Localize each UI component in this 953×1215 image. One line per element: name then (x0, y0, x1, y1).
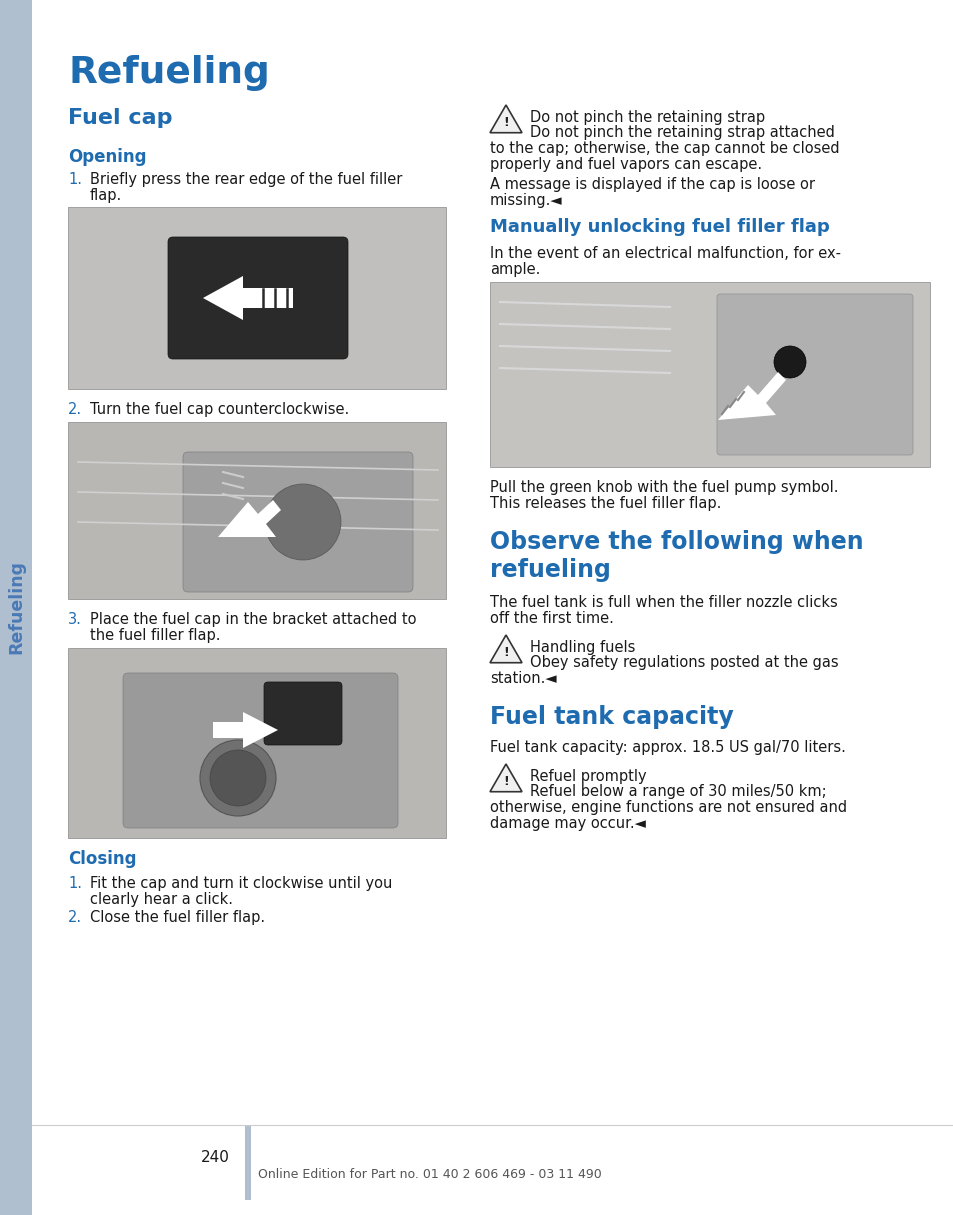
Text: Observe the following when: Observe the following when (490, 530, 862, 554)
Text: Online Edition for Part no. 01 40 2 606 469 - 03 11 490: Online Edition for Part no. 01 40 2 606 … (257, 1169, 601, 1181)
Text: Fuel cap: Fuel cap (68, 108, 172, 128)
Polygon shape (490, 764, 521, 792)
Polygon shape (490, 104, 521, 132)
Bar (68, 648, 446, 838)
Circle shape (200, 740, 275, 816)
Text: Turn the fuel cap counterclockwise.: Turn the fuel cap counterclockwise. (90, 402, 349, 417)
Text: 2.: 2. (68, 402, 82, 417)
Text: Fit the cap and turn it clockwise until you: Fit the cap and turn it clockwise until … (90, 876, 392, 891)
Text: !: ! (502, 117, 508, 129)
Polygon shape (213, 712, 277, 748)
Text: missing.◄: missing.◄ (490, 193, 562, 208)
Text: The fuel tank is full when the filler nozzle clicks: The fuel tank is full when the filler no… (490, 595, 837, 610)
Text: A message is displayed if the cap is loose or: A message is displayed if the cap is loo… (490, 177, 814, 192)
Text: station.◄: station.◄ (490, 671, 556, 686)
Text: 240: 240 (201, 1149, 230, 1164)
Bar (68, 207, 446, 389)
Text: refueling: refueling (490, 558, 610, 582)
Polygon shape (490, 635, 521, 662)
Text: Fuel tank capacity: Fuel tank capacity (490, 705, 733, 729)
FancyBboxPatch shape (123, 673, 397, 827)
Text: Obey safety regulations posted at the gas: Obey safety regulations posted at the ga… (530, 655, 838, 669)
Text: Refueling: Refueling (7, 560, 25, 655)
Text: Opening: Opening (68, 148, 147, 166)
Text: Refuel below a range of 30 miles/50 km;: Refuel below a range of 30 miles/50 km; (530, 784, 825, 799)
Text: 1.: 1. (68, 173, 82, 187)
Text: Close the fuel filler flap.: Close the fuel filler flap. (90, 910, 265, 925)
Text: ample.: ample. (490, 262, 539, 277)
Text: otherwise, engine functions are not ensured and: otherwise, engine functions are not ensu… (490, 799, 846, 815)
Text: !: ! (502, 775, 508, 789)
Text: Refuel promptly: Refuel promptly (530, 769, 646, 784)
Text: This releases the fuel filler flap.: This releases the fuel filler flap. (490, 496, 720, 512)
Text: Place the fuel cap in the bracket attached to: Place the fuel cap in the bracket attach… (90, 612, 416, 627)
Text: Refueling: Refueling (68, 55, 270, 91)
Circle shape (265, 484, 340, 560)
Text: properly and fuel vapors can escape.: properly and fuel vapors can escape. (490, 157, 761, 173)
Text: Do not pinch the retaining strap: Do not pinch the retaining strap (530, 111, 764, 125)
Circle shape (773, 346, 805, 378)
Text: Pull the green knob with the fuel pump symbol.: Pull the green knob with the fuel pump s… (490, 480, 838, 495)
Polygon shape (203, 276, 293, 320)
Polygon shape (718, 372, 785, 420)
Text: 2.: 2. (68, 910, 82, 925)
Text: the fuel filler flap.: the fuel filler flap. (90, 628, 220, 643)
Text: Manually unlocking fuel filler flap: Manually unlocking fuel filler flap (490, 217, 829, 236)
Text: In the event of an electrical malfunction, for ex-: In the event of an electrical malfunctio… (490, 245, 841, 261)
FancyBboxPatch shape (717, 294, 912, 454)
FancyBboxPatch shape (168, 237, 348, 358)
Text: damage may occur.◄: damage may occur.◄ (490, 816, 645, 831)
FancyBboxPatch shape (183, 452, 413, 592)
Text: !: ! (502, 646, 508, 659)
Text: to the cap; otherwise, the cap cannot be closed: to the cap; otherwise, the cap cannot be… (490, 141, 839, 156)
Text: Fuel tank capacity: approx. 18.5 US gal/70 liters.: Fuel tank capacity: approx. 18.5 US gal/… (490, 740, 845, 755)
Circle shape (210, 750, 266, 806)
Text: flap.: flap. (90, 188, 122, 203)
Text: clearly hear a click.: clearly hear a click. (90, 892, 233, 908)
Text: off the first time.: off the first time. (490, 611, 613, 626)
Bar (68, 422, 446, 599)
Bar (245, 1125, 251, 1200)
Text: 1.: 1. (68, 876, 82, 891)
Text: Do not pinch the retaining strap attached: Do not pinch the retaining strap attache… (530, 125, 834, 140)
Bar (490, 282, 929, 467)
Bar (0, 0, 32, 1215)
Polygon shape (218, 501, 281, 537)
FancyBboxPatch shape (264, 682, 341, 745)
Text: Closing: Closing (68, 850, 136, 868)
Text: Briefly press the rear edge of the fuel filler: Briefly press the rear edge of the fuel … (90, 173, 402, 187)
Text: Handling fuels: Handling fuels (530, 640, 635, 655)
Text: 3.: 3. (68, 612, 82, 627)
